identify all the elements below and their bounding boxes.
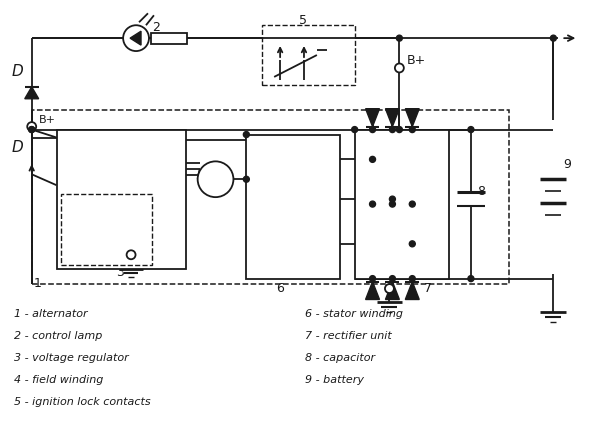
Bar [32, 110, 509, 284]
Text: 9: 9 [563, 158, 571, 170]
Text: W: W [85, 138, 95, 148]
Circle shape [389, 201, 395, 208]
Circle shape [29, 127, 35, 133]
Text: D: D [12, 140, 23, 155]
Bar [56, 130, 186, 269]
Circle shape [29, 127, 35, 133]
Polygon shape [385, 282, 400, 300]
Text: B+: B+ [59, 138, 75, 148]
Circle shape [244, 177, 250, 183]
Circle shape [468, 276, 474, 282]
Polygon shape [130, 32, 141, 46]
Text: D: D [59, 178, 68, 188]
Text: B+: B+ [406, 54, 425, 67]
Circle shape [550, 36, 556, 42]
Text: 1: 1 [34, 276, 41, 289]
Circle shape [389, 197, 395, 203]
Circle shape [409, 276, 415, 282]
Polygon shape [406, 282, 419, 300]
Circle shape [127, 251, 136, 260]
Circle shape [389, 276, 395, 282]
Circle shape [409, 201, 415, 208]
Text: 5 - ignition lock contacts: 5 - ignition lock contacts [14, 396, 151, 406]
Circle shape [389, 127, 395, 133]
Polygon shape [365, 282, 379, 300]
Bar [151, 34, 187, 45]
Bar [247, 135, 340, 279]
Bar [262, 26, 355, 86]
Text: 7 - rectifier unit: 7 - rectifier unit [305, 331, 392, 340]
Text: 6: 6 [276, 281, 284, 294]
Circle shape [370, 276, 376, 282]
Text: D: D [12, 64, 23, 79]
Text: 3: 3 [116, 265, 124, 278]
Text: 9 - battery: 9 - battery [305, 374, 364, 384]
Polygon shape [365, 110, 379, 127]
Text: 5: 5 [299, 14, 307, 27]
Text: 3 - voltage regulator: 3 - voltage regulator [14, 352, 128, 362]
Text: 8: 8 [477, 185, 485, 198]
Text: 8 - capacitor: 8 - capacitor [305, 352, 375, 362]
Circle shape [397, 127, 403, 133]
Circle shape [370, 201, 376, 208]
Circle shape [370, 127, 376, 133]
Text: 6 - stator winding: 6 - stator winding [305, 309, 403, 319]
Text: 4 - field winding: 4 - field winding [14, 374, 103, 384]
Circle shape [244, 132, 250, 138]
Circle shape [395, 64, 404, 73]
Circle shape [409, 127, 415, 133]
Bar [61, 195, 152, 265]
Circle shape [468, 127, 474, 133]
Polygon shape [406, 110, 419, 127]
Polygon shape [385, 110, 400, 127]
Text: 1 - alternator: 1 - alternator [14, 309, 88, 319]
Circle shape [409, 241, 415, 247]
Bar [355, 130, 449, 279]
Text: DF: DF [154, 144, 168, 154]
Text: 7: 7 [424, 281, 432, 294]
Polygon shape [25, 88, 38, 99]
Text: B+: B+ [38, 114, 56, 124]
Text: 2 - control lamp: 2 - control lamp [14, 331, 102, 340]
Text: 2: 2 [152, 21, 160, 34]
Circle shape [385, 284, 394, 293]
Circle shape [352, 127, 358, 133]
Circle shape [123, 26, 149, 52]
Circle shape [397, 36, 403, 42]
Circle shape [197, 162, 233, 198]
Circle shape [27, 123, 36, 132]
Circle shape [370, 157, 376, 163]
Text: 4: 4 [178, 142, 185, 155]
